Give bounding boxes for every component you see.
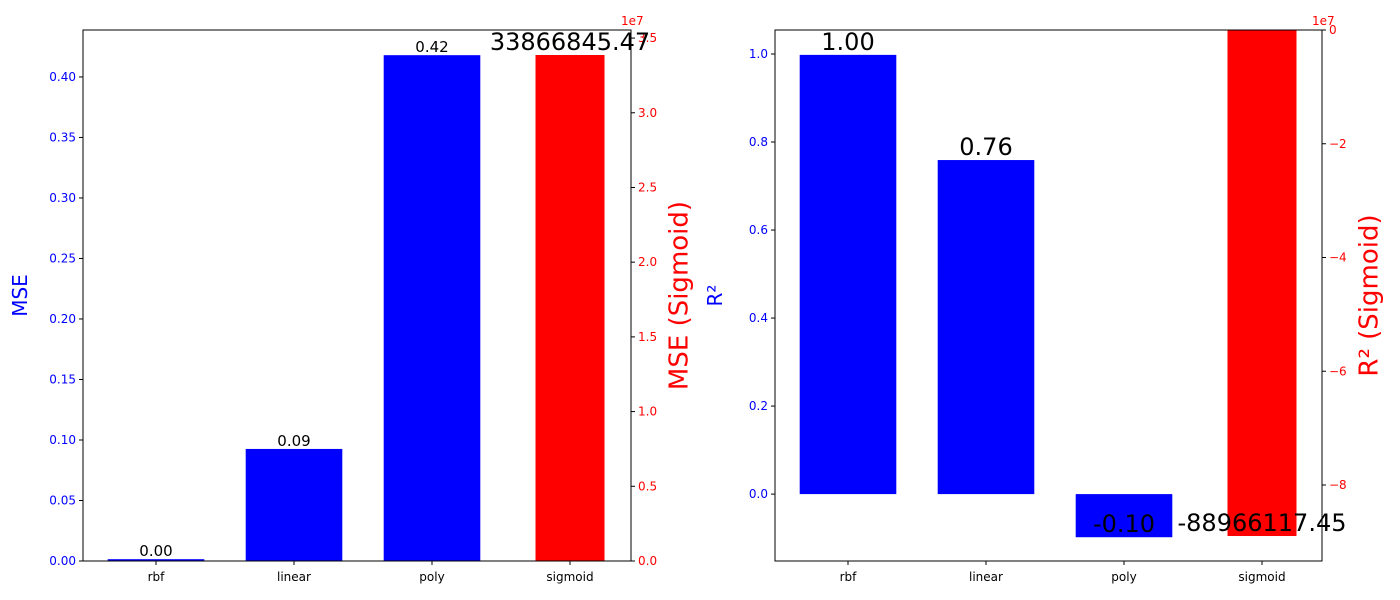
- y2-tick-label: 3.0: [638, 106, 657, 120]
- y2-offset-label: 1e7: [621, 14, 644, 28]
- bar: [245, 448, 343, 561]
- y2-tick-label: 2.5: [638, 180, 657, 194]
- y2-tick-label: −6: [1329, 364, 1347, 378]
- y-tick-label: 0.2: [749, 399, 768, 413]
- plot-frame: [774, 29, 1323, 562]
- value-label: -0.10: [1093, 510, 1155, 538]
- y-tick-label: 0.05: [49, 493, 76, 507]
- y2-axis-label: R² (Sigmoid): [1355, 214, 1385, 376]
- bar: [535, 54, 605, 562]
- x-tick-label: sigmoid: [1238, 570, 1285, 584]
- y-tick-label: 0.4: [749, 311, 768, 325]
- x-tick-label: linear: [277, 570, 311, 584]
- y-tick-label: 0.30: [49, 191, 76, 205]
- value-label: -88966117.45: [1178, 509, 1347, 537]
- value-label: 0.00: [139, 542, 172, 560]
- x-tick-label: sigmoid: [546, 570, 593, 584]
- y-tick-label: 0.25: [49, 251, 76, 265]
- bar: [799, 54, 897, 495]
- y2-tick-label: 0: [1329, 23, 1337, 37]
- y-tick-label: 0.40: [49, 70, 76, 84]
- value-label: 33866845.47: [490, 28, 650, 56]
- y2-tick-label: 0.0: [638, 554, 657, 568]
- bar: [383, 55, 481, 561]
- y2-tick-label: 1.5: [638, 330, 657, 344]
- value-label: 0.09: [277, 432, 310, 450]
- bar: [107, 559, 205, 561]
- x-tick-label: poly: [1111, 570, 1136, 584]
- y2-offset-label: 1e7: [1312, 14, 1335, 28]
- value-label: 0.42: [415, 38, 448, 56]
- y2-tick-label: 0.5: [638, 479, 657, 493]
- x-tick-label: poly: [419, 570, 444, 584]
- x-tick-label: linear: [969, 570, 1003, 584]
- y2-tick-label: 3.5: [638, 31, 657, 45]
- y-tick-label: 1.0: [749, 47, 768, 61]
- value-label: 1.00: [821, 28, 874, 56]
- plot-frame: [82, 29, 632, 562]
- y-axis-label: R²: [703, 285, 727, 307]
- y2-axis-label: MSE (Sigmoid): [665, 201, 695, 390]
- value-label: 0.76: [959, 133, 1012, 161]
- y-tick-label: 0.6: [749, 223, 768, 237]
- y2-tick-label: −8: [1329, 478, 1347, 492]
- y2-tick-label: −2: [1329, 137, 1347, 151]
- y-tick-label: 0.8: [749, 135, 768, 149]
- y2-tick-label: 1.0: [638, 405, 657, 419]
- bar: [937, 160, 1035, 495]
- y-tick-label: 0.0: [749, 487, 768, 501]
- y-tick-label: 0.35: [49, 130, 76, 144]
- y-tick-label: 0.15: [49, 372, 76, 386]
- x-tick-label: rbf: [840, 570, 858, 584]
- y2-tick-label: −4: [1329, 251, 1347, 265]
- y-axis-label: MSE: [8, 274, 32, 317]
- y-tick-label: 0.20: [49, 312, 76, 326]
- x-tick-label: rbf: [148, 570, 166, 584]
- y2-tick-label: 2.0: [638, 255, 657, 269]
- y-tick-label: 0.10: [49, 433, 76, 447]
- y-tick-label: 0.00: [49, 554, 76, 568]
- bar: [1227, 30, 1297, 537]
- bar: [1075, 494, 1173, 538]
